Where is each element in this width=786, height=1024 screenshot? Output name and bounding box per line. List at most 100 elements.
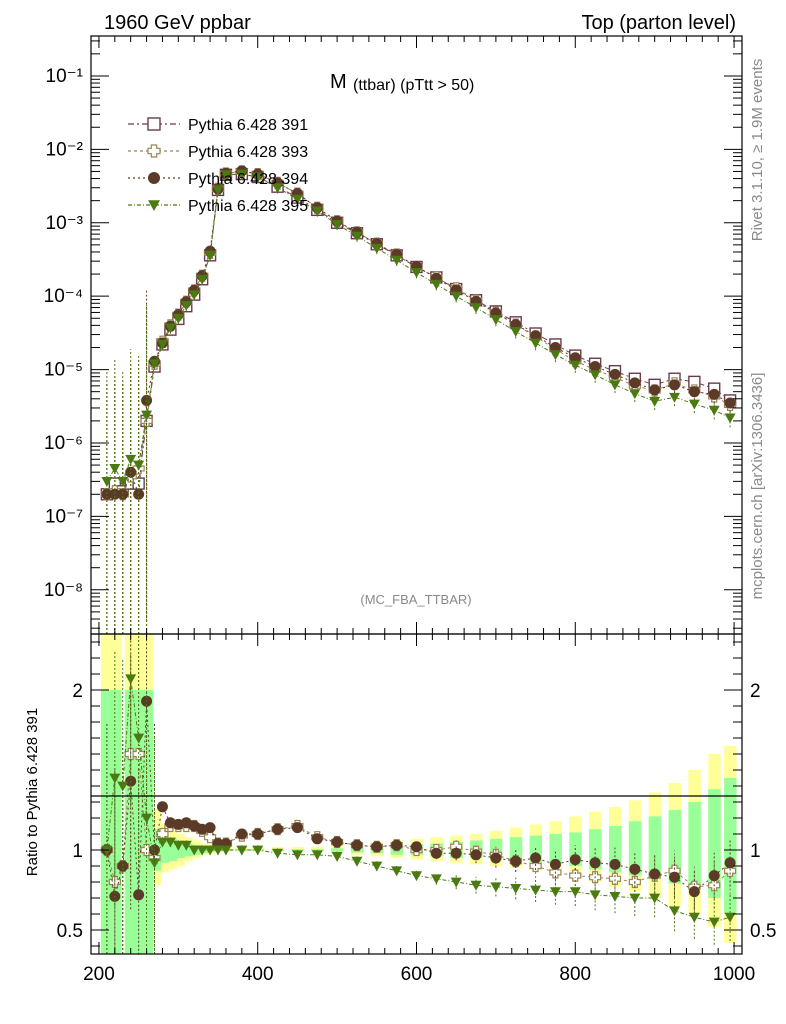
data-point bbox=[331, 219, 343, 230]
ratio-point bbox=[490, 882, 502, 893]
ratio-point bbox=[133, 889, 145, 901]
ratio-point bbox=[450, 877, 462, 888]
y-tick-label: 10⁻⁴ bbox=[44, 286, 83, 307]
data-point bbox=[490, 315, 502, 326]
data-point bbox=[649, 384, 661, 396]
x-tick-label: 200 bbox=[83, 964, 115, 985]
ratio-point bbox=[430, 847, 442, 859]
data-point bbox=[101, 476, 113, 487]
ratio-point bbox=[236, 845, 248, 856]
y-tick-label: 10⁻¹ bbox=[46, 66, 84, 87]
ratio-point bbox=[101, 845, 113, 856]
data-point bbox=[629, 377, 641, 389]
legend-entry: Pythia 6.428 394 bbox=[128, 171, 308, 188]
data-point bbox=[450, 291, 462, 302]
data-point bbox=[133, 488, 145, 500]
ratio-y-label: Ratio to Pythia 6.428 391 bbox=[24, 708, 41, 876]
data-point bbox=[430, 279, 442, 290]
data-point bbox=[569, 360, 581, 371]
main-plot-data bbox=[100, 165, 737, 634]
ratio-point bbox=[569, 887, 581, 898]
data-point bbox=[688, 386, 700, 398]
ratio-point bbox=[688, 912, 700, 923]
ratio-point bbox=[196, 845, 208, 856]
ratio-point bbox=[149, 858, 161, 869]
data-point bbox=[549, 350, 561, 361]
ratio-point bbox=[252, 828, 264, 840]
ratio-point bbox=[391, 839, 403, 851]
data-point bbox=[391, 255, 403, 266]
axes-ticks: 10⁻⁸ 10⁻⁷ 10⁻⁶ 10⁻⁵ 10⁻⁴ 10⁻³ 10⁻² 10⁻¹ 200 400 60… bbox=[44, 36, 776, 985]
ratio-point bbox=[708, 917, 720, 928]
side-label-mcplots: mcplots.cern.ch [arXiv:1306.3436] bbox=[749, 373, 766, 600]
series-1 bbox=[100, 167, 737, 634]
data-point bbox=[141, 410, 153, 421]
ratio-point bbox=[311, 850, 323, 861]
ratio-point bbox=[371, 861, 383, 872]
data-point bbox=[156, 340, 168, 350]
data-point bbox=[669, 379, 681, 391]
side-label-rivet: Rivet 3.1.10, ≥ 1.9M events bbox=[749, 59, 766, 242]
data-point bbox=[188, 290, 200, 301]
ratio-point bbox=[669, 906, 681, 917]
plot-title-main: M bbox=[330, 71, 347, 93]
ratio-point bbox=[723, 864, 737, 877]
ratio-point bbox=[708, 870, 720, 882]
legend-label: Pythia 6.428 394 bbox=[188, 171, 308, 188]
ratio-point bbox=[351, 856, 363, 867]
data-point bbox=[569, 352, 581, 364]
ratio-point bbox=[629, 863, 641, 875]
ratio-point bbox=[411, 871, 422, 882]
ratio-point bbox=[331, 852, 343, 862]
data-point bbox=[470, 303, 482, 314]
data-point bbox=[164, 323, 176, 334]
ratio-point bbox=[669, 871, 681, 883]
series-line bbox=[106, 173, 731, 495]
ratio-point bbox=[351, 839, 363, 851]
data-point bbox=[149, 359, 161, 370]
ratio-point bbox=[530, 885, 542, 896]
y-tick-label: 10⁻³ bbox=[46, 213, 84, 234]
ratio-point bbox=[291, 822, 303, 834]
ratio-point bbox=[141, 813, 153, 824]
ratio-plot-data bbox=[100, 634, 737, 954]
data-point bbox=[109, 464, 121, 474]
data-point bbox=[196, 274, 208, 285]
ratio-y-tick-label: 2 bbox=[72, 681, 83, 702]
data-point bbox=[204, 250, 216, 261]
ratio-point bbox=[391, 866, 403, 877]
y-tick-label: 10⁻⁶ bbox=[44, 433, 83, 454]
ratio-point bbox=[589, 857, 601, 869]
band-green bbox=[549, 834, 562, 865]
data-point bbox=[311, 206, 323, 217]
data-point bbox=[291, 194, 303, 205]
data-point bbox=[125, 454, 137, 465]
x-tick-label: 1000 bbox=[713, 964, 755, 985]
ratio-point bbox=[470, 880, 482, 891]
ratio-point bbox=[724, 912, 736, 923]
ratio-y-tick-label: 2 bbox=[750, 681, 761, 702]
data-point bbox=[212, 185, 224, 196]
data-point bbox=[411, 268, 422, 279]
ratio-point bbox=[236, 828, 248, 840]
data-point bbox=[133, 460, 145, 471]
ratio-y-tick-label: 1 bbox=[750, 841, 761, 862]
y-tick-label: 10⁻⁷ bbox=[45, 506, 83, 527]
ratio-point bbox=[688, 886, 700, 898]
watermark: (MC_FBA_TTBAR) bbox=[360, 592, 471, 607]
ratio-point bbox=[549, 887, 561, 898]
data-point bbox=[708, 388, 720, 400]
band-green bbox=[688, 802, 701, 889]
band-green bbox=[648, 816, 662, 879]
ratio-line bbox=[106, 701, 731, 897]
data-point bbox=[609, 368, 621, 380]
ratio-point bbox=[252, 845, 264, 856]
series-2 bbox=[100, 165, 737, 634]
ratio-point bbox=[172, 840, 184, 851]
ratio-point bbox=[411, 841, 422, 853]
ratio-point bbox=[450, 847, 462, 859]
legend-entry: Pythia 6.428 395 bbox=[128, 198, 308, 215]
legend-label: Pythia 6.428 393 bbox=[188, 144, 308, 161]
series-line bbox=[106, 170, 731, 495]
series-line bbox=[106, 173, 731, 483]
